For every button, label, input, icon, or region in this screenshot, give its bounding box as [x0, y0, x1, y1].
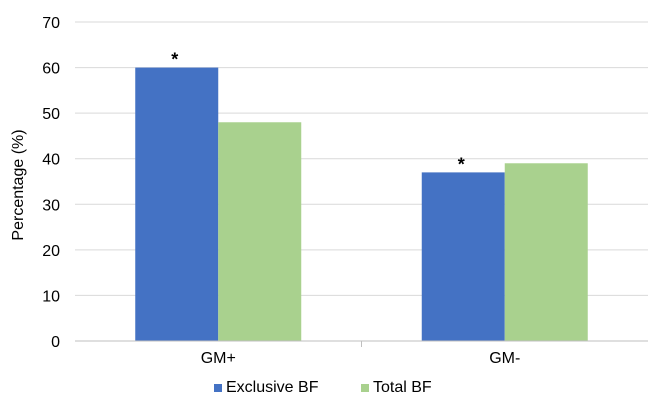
x-tick-label: GM-: [489, 350, 520, 367]
annotations: **: [171, 50, 465, 175]
y-tick-label: 20: [42, 243, 60, 260]
bar-total-bf-gmplus: [218, 122, 302, 341]
y-tick-label: 10: [42, 288, 60, 305]
legend-label: Total BF: [373, 379, 432, 396]
y-tick-label: 0: [51, 334, 60, 351]
y-tick-label: 50: [42, 106, 60, 123]
y-tick-labels: 0 10 20 30 40 50 60 70: [42, 15, 60, 351]
x-tick-labels: GM+ GM-: [201, 341, 520, 367]
y-tick-label: 40: [42, 152, 60, 169]
legend: Exclusive BF Total BF: [214, 379, 432, 396]
y-tick-label: 60: [42, 61, 60, 78]
legend-label: Exclusive BF: [226, 379, 319, 396]
x-tick-label: GM+: [201, 350, 236, 367]
y-tick-label: 30: [42, 197, 60, 214]
legend-swatch: [214, 384, 222, 392]
significance-marker: *: [171, 50, 178, 70]
bar-exclusive-bf-gmminus: [421, 172, 505, 341]
bars: [135, 67, 588, 342]
y-tick-label: 70: [42, 15, 60, 32]
bar-exclusive-bf-gmplus: [135, 67, 219, 342]
bar-total-bf-gmminus: [504, 163, 588, 341]
y-axis-title: Percentage (%): [10, 129, 27, 240]
legend-swatch: [361, 384, 369, 392]
significance-marker: *: [458, 154, 465, 174]
